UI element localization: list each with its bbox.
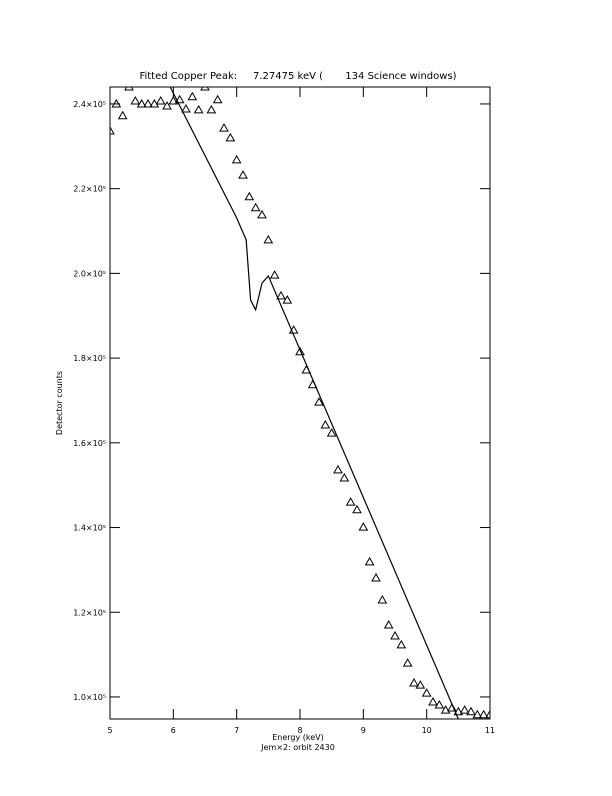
data-point <box>428 697 438 706</box>
y-tick-label: 1.4×10⁵ <box>73 524 106 533</box>
data-point <box>110 126 115 135</box>
x-axis-label: Energy (keV) <box>272 733 324 742</box>
data-point <box>212 94 223 104</box>
data-point <box>111 98 122 108</box>
chart-title: Fitted Copper Peak: 7.27475 keV ( 134 Sc… <box>139 71 456 82</box>
data-point <box>383 619 394 629</box>
y-tick-label: 2.0×10⁵ <box>73 269 106 278</box>
data-point <box>409 677 419 687</box>
data-point <box>250 202 261 212</box>
data-point <box>320 420 331 429</box>
data-point <box>364 556 375 566</box>
data-point <box>187 91 198 101</box>
data-point <box>390 630 400 640</box>
x-tick-label: 10 <box>422 726 432 735</box>
data-point <box>225 132 236 142</box>
y-axis-label: Detector counts <box>55 371 64 435</box>
fit-line <box>169 87 459 719</box>
data-point <box>485 709 490 719</box>
x-tick-label: 6 <box>171 726 176 735</box>
data-point <box>402 658 413 667</box>
data-point <box>269 270 280 279</box>
data-point <box>440 705 451 714</box>
x-tick-label: 7 <box>234 726 239 735</box>
data-point <box>453 706 464 716</box>
data-point <box>117 110 128 120</box>
data-point <box>193 104 204 114</box>
data-point <box>143 98 153 108</box>
data-point <box>219 123 229 132</box>
data-point <box>333 464 343 474</box>
data-point <box>168 95 179 105</box>
data-point <box>124 87 134 91</box>
data-point <box>174 94 185 104</box>
data-point <box>200 87 210 91</box>
y-tick-label: 1.8×10⁵ <box>73 354 106 363</box>
data-point <box>371 572 381 582</box>
x-tick-label: 11 <box>485 726 495 735</box>
y-tick-label: 1.0×10⁵ <box>73 693 106 702</box>
data-point <box>206 104 217 114</box>
data-point <box>149 98 160 108</box>
plot-area <box>110 87 490 719</box>
data-point <box>238 170 248 179</box>
subtitle: Jem×2: orbit 2430 <box>260 743 335 752</box>
data-point <box>358 522 369 531</box>
data-point <box>282 295 293 304</box>
data-point <box>459 705 470 714</box>
data-point <box>162 101 172 110</box>
plot-frame <box>109 86 491 720</box>
data-point <box>295 346 305 356</box>
x-tick-label: 8 <box>297 726 302 735</box>
data-point <box>339 472 350 482</box>
data-point <box>314 397 324 406</box>
data-point <box>421 688 432 697</box>
data-point <box>244 191 255 201</box>
data-point <box>352 504 362 514</box>
data-point <box>345 497 356 506</box>
data-point <box>231 154 242 164</box>
data-point <box>377 594 388 604</box>
y-tick-label: 2.2×10⁵ <box>73 185 106 194</box>
y-tick-label: 2.4×10⁵ <box>73 100 106 109</box>
data-point <box>155 95 166 105</box>
data-point <box>326 428 337 437</box>
data-point <box>257 209 267 219</box>
data-point <box>415 680 426 689</box>
data-point <box>478 709 489 719</box>
data-point <box>434 700 445 709</box>
data-point <box>466 706 476 716</box>
data-point <box>396 639 407 649</box>
data-point <box>472 709 483 719</box>
data-point <box>276 290 286 300</box>
data-point <box>181 104 191 113</box>
y-tick-label: 1.2×10⁵ <box>73 608 106 617</box>
data-point <box>130 95 141 105</box>
y-tick-label: 1.6×10⁵ <box>73 439 106 448</box>
x-tick-label: 9 <box>361 726 366 735</box>
data-point <box>136 98 147 108</box>
x-tick-label: 5 <box>107 726 112 735</box>
data-point <box>263 234 274 244</box>
